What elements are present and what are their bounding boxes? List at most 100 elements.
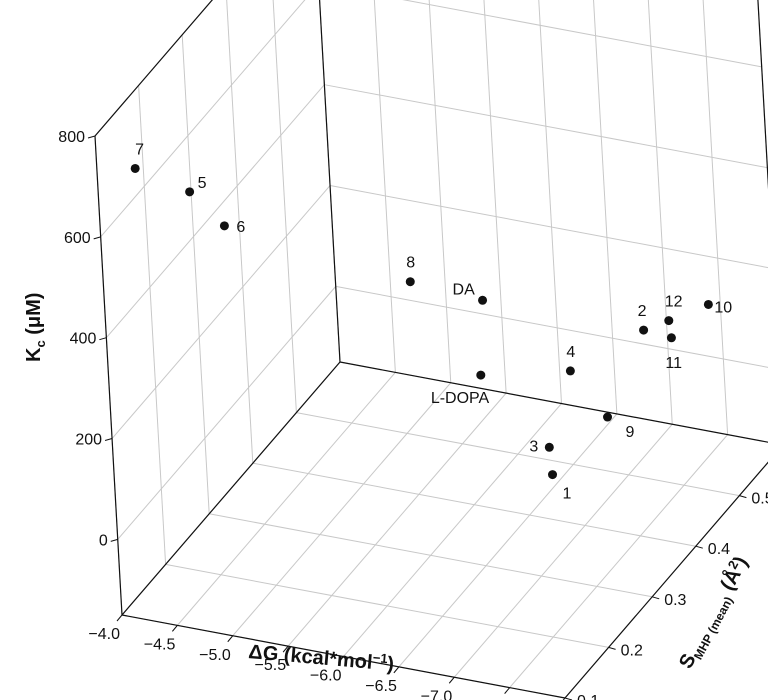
z-tick-mark: [99, 337, 107, 341]
x-tick-mark: [171, 625, 178, 632]
x-tick-label: −7.5: [476, 699, 508, 700]
data-point: [639, 325, 649, 335]
back-wall-grid-line: [538, 0, 562, 404]
data-point: [130, 163, 140, 173]
x-tick-label: −5.0: [199, 647, 231, 664]
side-wall-grid-line: [105, 84, 325, 339]
side-wall-grid-line: [94, 0, 213, 137]
floor-grid-line: [296, 412, 740, 497]
data-point: [219, 221, 229, 231]
point-label: L-DOPA: [431, 390, 490, 407]
z-tick-label: 200: [75, 432, 102, 449]
y-tick-label: 0.5: [751, 491, 768, 508]
frame-edge: [318, 0, 341, 363]
back-wall-grid-line: [329, 185, 768, 269]
side-wall-grid-line: [181, 34, 210, 514]
data-point: [544, 442, 554, 452]
point-label: 1: [563, 486, 572, 503]
z-tick-mark: [87, 135, 96, 139]
y-tick-mark: [695, 545, 703, 549]
data-point: [548, 470, 558, 480]
y-tick-label: 0.3: [664, 592, 686, 609]
point-label: 7: [135, 141, 144, 158]
back-wall-grid-line: [593, 0, 618, 414]
floor-grid-line: [343, 403, 562, 657]
floor-grid-line: [509, 434, 729, 688]
floor-grid-line: [232, 382, 452, 637]
side-wall-grid-line: [117, 286, 337, 540]
point-label: 8: [406, 255, 415, 272]
data-point: [478, 295, 488, 305]
back-wall-grid-line: [647, 0, 673, 425]
floor-grid-line: [287, 392, 507, 647]
point-label: DA: [453, 281, 476, 298]
point-label: 4: [566, 344, 575, 361]
floor-grid-line: [453, 423, 673, 678]
back-wall-grid-line: [373, 0, 396, 373]
point-label: 3: [529, 438, 538, 455]
x-tick-label: −7.0: [421, 688, 453, 700]
floor-grid-line: [165, 563, 609, 648]
data-point: [603, 412, 613, 422]
point-label: 12: [665, 294, 683, 311]
z-tick-label: 0: [99, 532, 108, 549]
tick-labels: −4.0−4.5−5.0−5.5−6.0−6.5−7.0−7.5−8.00.10…: [58, 129, 768, 700]
frame-edge: [94, 135, 123, 616]
x-tick-mark: [338, 656, 344, 663]
y-tick-label: 0.2: [621, 642, 643, 659]
point-label: 9: [626, 424, 635, 441]
z-tick-mark: [93, 236, 101, 240]
back-wall-grid-line: [335, 285, 768, 368]
grid-layer: [94, 0, 768, 699]
frame-edge: [339, 361, 768, 443]
z-tick-mark: [110, 538, 118, 542]
y-axis-title: SMHP (mean)(Å2): [673, 552, 755, 674]
point-label: 5: [198, 175, 207, 192]
back-wall-grid-line: [324, 84, 768, 169]
floor-grid-line: [252, 462, 696, 547]
x-tick-label: −6.5: [365, 678, 397, 695]
y-tick-mark: [652, 596, 660, 600]
data-point: [565, 366, 575, 376]
x-tick-mark: [562, 697, 566, 700]
data-point: [666, 333, 676, 343]
side-wall-grid-line: [111, 185, 331, 439]
data-points: 7 5 6 8 DA L-DOPA 4 3 1 9 2 12 11 10: [130, 141, 732, 503]
point-label: 2: [638, 303, 647, 320]
back-wall-grid-line: [428, 0, 452, 383]
y-tick-label: 0.1: [577, 693, 599, 700]
x-tick-label: −4.5: [144, 636, 176, 653]
frame-edge: [757, 0, 768, 190]
frame-edge: [121, 361, 341, 616]
z-axis-title: Kc (μM): [23, 293, 48, 362]
x-tick-mark: [504, 687, 511, 694]
frame-edge: [94, 0, 213, 137]
back-wall-grid-line: [402, 0, 762, 68]
x-tick-mark: [393, 666, 400, 674]
point-label: 10: [714, 299, 732, 316]
x-tick-mark: [282, 645, 289, 653]
x-tick-mark: [116, 614, 123, 622]
y-tick-mark: [739, 495, 747, 499]
data-point: [185, 187, 195, 197]
point-label: 11: [665, 355, 682, 372]
data-point: [703, 299, 713, 309]
floor-grid-line: [209, 513, 653, 598]
z-tick-label: 400: [70, 331, 97, 348]
back-wall-grid-line: [483, 0, 507, 394]
point-label: 6: [236, 219, 245, 236]
x-tick-label: −5.5: [255, 657, 287, 674]
x-tick-label: −4.0: [88, 626, 120, 643]
y-tick-label: 0.4: [708, 541, 730, 558]
side-wall-grid-line: [138, 85, 167, 565]
x-tick-mark: [227, 635, 234, 643]
frame-edge: [564, 461, 768, 699]
side-wall-grid-line: [100, 0, 306, 238]
z-tick-mark: [104, 438, 113, 442]
y-tick-mark: [608, 646, 616, 650]
back-wall-grid-line: [702, 0, 729, 435]
data-point: [405, 277, 415, 287]
x-tick-mark: [448, 676, 455, 684]
